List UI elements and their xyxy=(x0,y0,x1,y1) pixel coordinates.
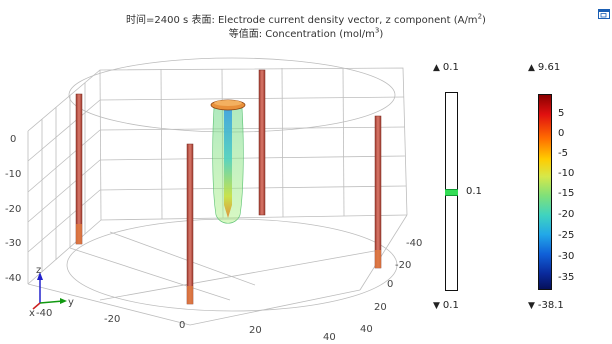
concentration-colorbar xyxy=(445,92,458,291)
y-axis-ticks: -40 -20 0 20 40 xyxy=(360,238,422,335)
svg-text:-40: -40 xyxy=(5,273,21,284)
concentration-mid-label: 0.1 xyxy=(466,186,482,197)
svg-text:-30: -30 xyxy=(5,238,21,249)
current-density-min-label: ▼ -38.1 xyxy=(528,300,564,311)
colorbar-tick: -20 xyxy=(558,209,575,220)
colorbar-tick: -15 xyxy=(558,188,575,199)
svg-text:-40: -40 xyxy=(406,238,422,249)
x-axis-ticks: -40 -20 0 20 40 xyxy=(36,308,336,343)
colorbar-tick: -5 xyxy=(558,148,568,159)
title-line-1: 时间=2400 s 表面: Electrode current density … xyxy=(126,12,486,26)
svg-text:0: 0 xyxy=(387,279,393,290)
colorbar-tick: 5 xyxy=(558,108,565,119)
electrode-rod-back xyxy=(258,69,266,216)
svg-text:y: y xyxy=(68,297,74,308)
concentration-isosurface xyxy=(210,99,246,224)
colorbar-tick: 0 xyxy=(558,128,565,139)
svg-text:0: 0 xyxy=(179,320,185,331)
svg-text:-20: -20 xyxy=(104,314,120,325)
title-line-2: 等值面: Concentration (mol/m3) xyxy=(228,26,384,40)
svg-text:z: z xyxy=(36,265,41,276)
current-density-colorbar xyxy=(538,94,552,290)
electrode-rod-right xyxy=(374,115,382,269)
window-restore-icon[interactable] xyxy=(598,9,610,19)
svg-text:-20: -20 xyxy=(395,260,411,271)
concentration-min-label: ▼ 0.1 xyxy=(433,300,459,311)
concentration-level-marker xyxy=(445,189,458,196)
svg-text:20: 20 xyxy=(249,325,262,336)
axis-triad: z y x xyxy=(29,265,74,319)
z-axis-ticks: 0 -10 -20 -30 -40 xyxy=(5,134,21,284)
colorbar-tick: -30 xyxy=(558,251,575,262)
svg-text:40: 40 xyxy=(323,332,336,343)
plot-title: 时间=2400 s 表面: Electrode current density … xyxy=(0,12,612,42)
axis-grid xyxy=(27,57,408,326)
svg-text:20: 20 xyxy=(374,302,387,313)
svg-text:x: x xyxy=(29,308,35,319)
svg-text:40: 40 xyxy=(360,324,373,335)
svg-text:0: 0 xyxy=(10,134,16,145)
colorbar-tick: -35 xyxy=(558,272,575,283)
concentration-max-label: ▲ 0.1 xyxy=(433,62,459,73)
svg-text:-10: -10 xyxy=(5,169,21,180)
colorbar-tick: -10 xyxy=(558,168,575,179)
svg-text:-20: -20 xyxy=(5,204,21,215)
electrode-rod-left xyxy=(75,93,83,245)
current-density-max-label: ▲ 9.61 xyxy=(528,62,561,73)
electrode-rod-front xyxy=(186,143,194,305)
colorbar-tick: -25 xyxy=(558,230,575,241)
svg-text:-40: -40 xyxy=(36,308,52,319)
